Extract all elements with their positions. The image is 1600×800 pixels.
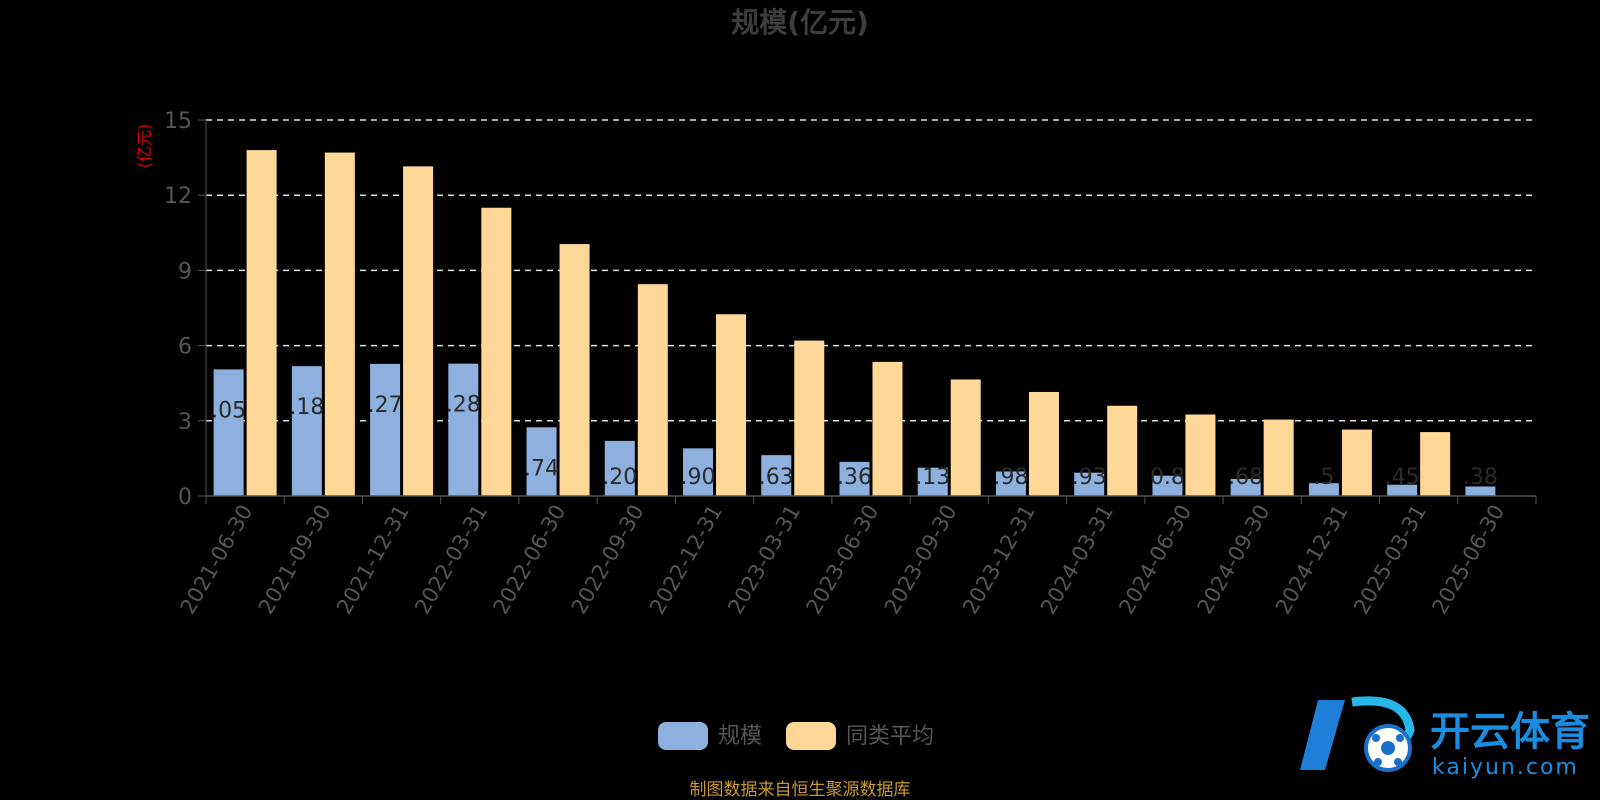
bar-peer-average[interactable] — [1185, 414, 1216, 496]
bar-data-label: .38 — [1463, 465, 1498, 490]
bar-scale[interactable] — [1152, 475, 1183, 496]
bar-scale[interactable] — [839, 461, 870, 496]
y-tick-label: 15 — [164, 109, 192, 134]
bar-scale[interactable] — [604, 440, 635, 496]
x-axis: 2021-06-302021-09-302021-12-312022-03-31… — [176, 495, 1537, 619]
bar-scale[interactable] — [526, 427, 557, 496]
bar-peer-average[interactable] — [324, 152, 355, 496]
legend-item-scale[interactable]: 规模 — [658, 722, 762, 750]
x-tick-label: 2021-06-30 — [176, 501, 258, 619]
x-tick-label: 2024-12-31 — [1271, 501, 1353, 619]
bar-data-label: .90 — [681, 465, 716, 490]
x-tick-label: 2023-09-30 — [880, 501, 962, 619]
x-tick-label: 2024-09-30 — [1193, 501, 1275, 619]
bar-scale[interactable] — [370, 363, 401, 496]
bar-scale[interactable] — [1230, 478, 1261, 496]
bar-data-label: .93 — [1072, 465, 1107, 490]
x-tick-label: 2023-03-31 — [723, 501, 805, 619]
bar-data-label: .05 — [211, 398, 246, 423]
bar-data-label: .20 — [602, 465, 637, 490]
bar-peer-average[interactable] — [1107, 405, 1138, 496]
x-tick-label: 2022-03-31 — [410, 500, 492, 618]
y-axis: 0 3 6 9 12 15 — [164, 109, 207, 510]
x-tick-label: 2021-09-30 — [254, 501, 336, 619]
x-tick-label: 2022-12-31 — [645, 501, 727, 619]
bar-scale[interactable] — [213, 369, 244, 496]
bar-peer-average[interactable] — [403, 166, 434, 496]
y-tick-label: 12 — [164, 184, 192, 209]
x-tick-label: 2022-06-30 — [489, 501, 571, 619]
x-tick-label: 2023-06-30 — [802, 501, 884, 619]
bars: .05 .18 .27 .28 .74 .20 .90 .63 .36 .13 .98 .93 0.8.… — [211, 150, 1498, 496]
bar-peer-average[interactable] — [1420, 432, 1451, 496]
legend-swatch-peer-average — [786, 722, 836, 750]
bar-scale[interactable] — [995, 471, 1026, 496]
bar-peer-average[interactable] — [246, 150, 277, 496]
bar-data-label: .74 — [524, 456, 559, 481]
x-tick-label: 2024-03-31 — [1036, 501, 1118, 619]
bar-data-label: .18 — [289, 395, 324, 420]
logo-emblem-icon — [1300, 696, 1415, 772]
bar-data-label: .27 — [368, 393, 403, 418]
bar-scale[interactable] — [1308, 483, 1339, 496]
y-tick-label: 3 — [178, 410, 192, 435]
bar-data-label: .68 — [1228, 465, 1263, 490]
x-tick-label: 2025-06-30 — [1427, 501, 1509, 619]
bar-data-label: 0.8 — [1150, 465, 1185, 490]
bar-peer-average[interactable] — [1263, 419, 1294, 496]
bar-peer-average[interactable] — [716, 314, 747, 496]
x-tick-label: 2021-12-31 — [332, 501, 414, 619]
bar-peer-average[interactable] — [950, 379, 981, 496]
bar-data-label: .98 — [993, 465, 1028, 490]
x-tick-label: 2023-12-31 — [958, 501, 1040, 619]
bar-scale[interactable] — [1387, 484, 1418, 496]
bar-data-label: .36 — [837, 465, 872, 490]
bar-peer-average[interactable] — [872, 361, 903, 496]
legend-label-scale: 规模 — [718, 724, 762, 749]
y-tick-label: 0 — [178, 485, 192, 510]
chart-title: 规模(亿元) — [731, 6, 869, 39]
bar-scale[interactable] — [683, 448, 714, 496]
x-tick-label: 2025-03-31 — [1349, 501, 1431, 619]
logo-domain: kaiyun.com — [1432, 755, 1579, 780]
bar-scale[interactable] — [1465, 486, 1496, 496]
x-tick-label: 2024-06-30 — [1114, 501, 1196, 619]
legend: 规模 同类平均 — [658, 722, 934, 750]
bar-peer-average[interactable] — [481, 207, 512, 496]
bar-data-label: .63 — [759, 465, 794, 490]
bar-scale[interactable] — [917, 467, 948, 496]
bar-peer-average[interactable] — [1341, 429, 1372, 496]
y-tick-label: 9 — [178, 259, 192, 284]
y-axis-label: (亿元) — [135, 124, 154, 169]
legend-label-peer-average: 同类平均 — [846, 724, 934, 749]
legend-swatch-scale — [658, 722, 708, 750]
logo-name: 开云体育 — [1430, 709, 1590, 755]
source-note: 制图数据来自恒生聚源数据库 — [690, 780, 911, 800]
brand-logo: 开云体育 kaiyun.com — [1300, 696, 1590, 780]
bar-peer-average[interactable] — [794, 340, 825, 496]
bar-data-label: .45 — [1385, 465, 1420, 490]
legend-item-peer-average[interactable]: 同类平均 — [786, 722, 934, 750]
bar-scale[interactable] — [1074, 472, 1105, 496]
bar-peer-average[interactable] — [559, 244, 590, 496]
bar-peer-average[interactable] — [637, 284, 668, 496]
bar-data-label: .13 — [915, 465, 950, 490]
bar-data-label: .5 — [1313, 465, 1334, 490]
x-tick-label: 2022-09-30 — [567, 501, 649, 619]
y-tick-label: 6 — [178, 335, 192, 360]
bar-scale[interactable] — [761, 455, 792, 496]
bar-scale[interactable] — [291, 366, 322, 496]
bar-scale[interactable] — [448, 363, 479, 496]
bar-peer-average[interactable] — [1028, 391, 1059, 496]
bar-data-label: .28 — [446, 393, 481, 418]
